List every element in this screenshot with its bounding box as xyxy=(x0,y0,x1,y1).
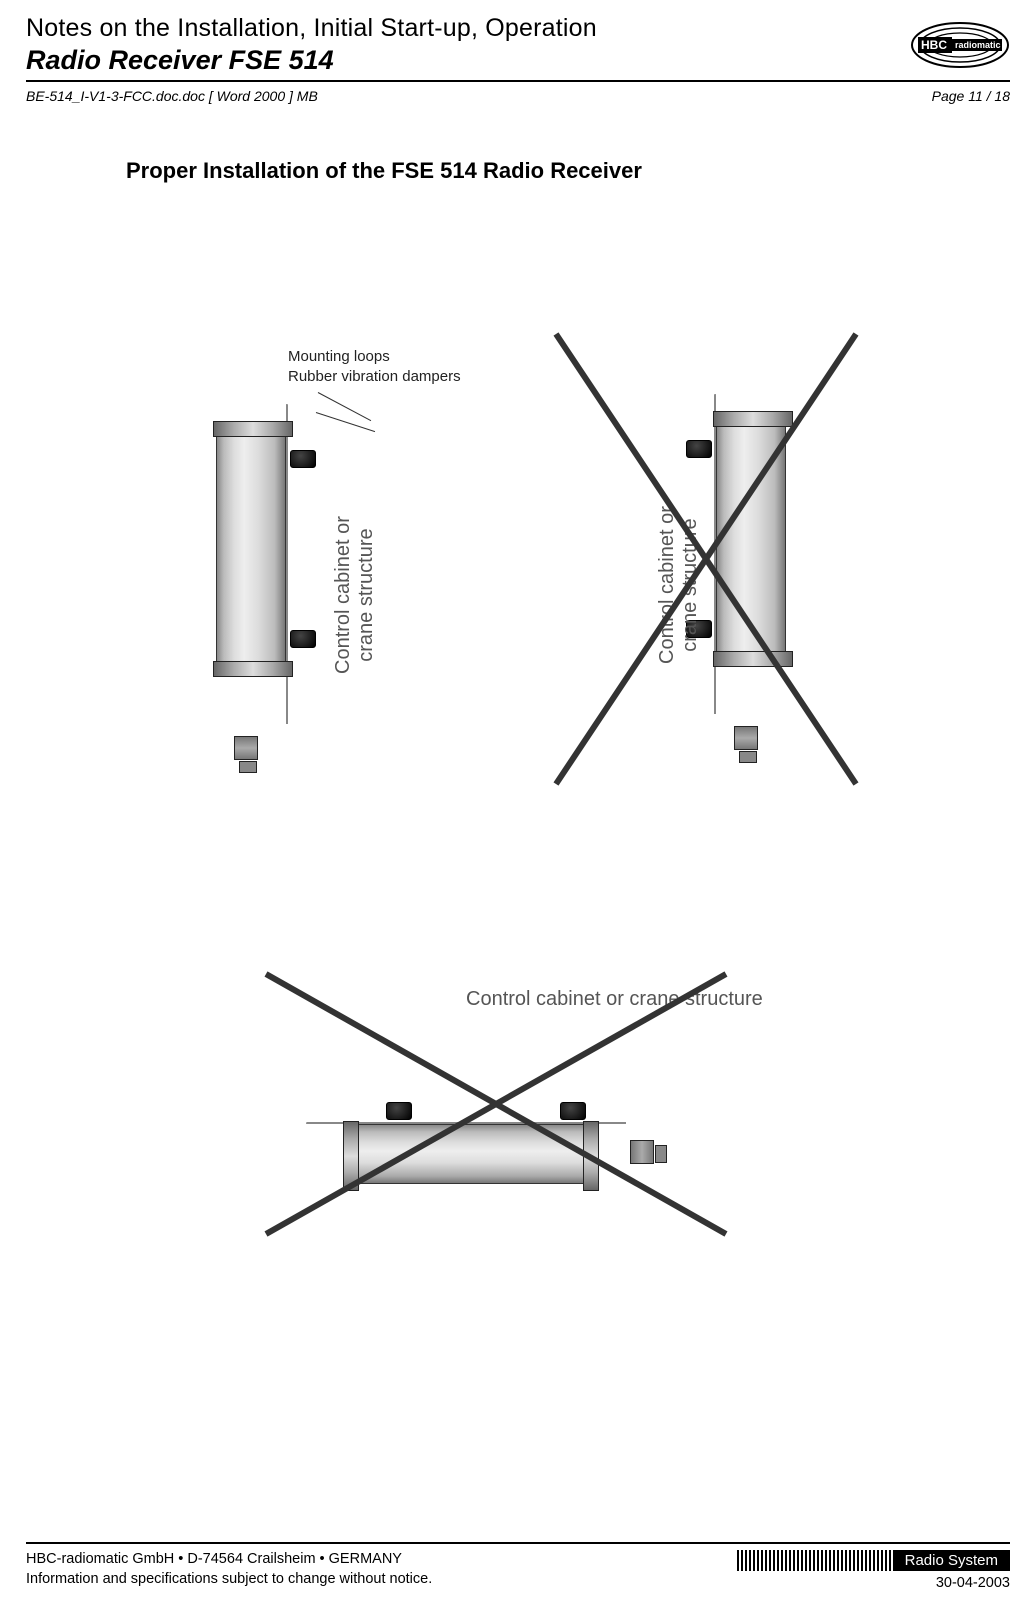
page-number: Page 11 / 18 xyxy=(932,88,1010,104)
page-header: Notes on the Installation, Initial Start… xyxy=(26,14,1010,82)
footer-date: 30-04-2003 xyxy=(936,1575,1010,1591)
header-line1: Notes on the Installation, Initial Start… xyxy=(26,14,1010,43)
page-footer: HBC-radiomatic GmbH • D-74564 Crailsheim… xyxy=(26,1542,1010,1591)
footer-notice: Information and specifications subject t… xyxy=(26,1570,432,1590)
receiver-device xyxy=(196,374,306,724)
label-mounting-loops: Mounting loops xyxy=(288,348,390,365)
label-vibration-dampers: Rubber vibration dampers xyxy=(288,368,461,385)
receiver-body xyxy=(216,434,286,664)
footer-company: HBC-radiomatic GmbH • D-74564 Crailsheim… xyxy=(26,1550,432,1570)
meta-row: BE-514_I-V1-3-FCC.doc.doc [ Word 2000 ] … xyxy=(26,88,1010,104)
svg-text:radiomatic: radiomatic xyxy=(955,40,1001,50)
footer-right: Radio System 30-04-2003 xyxy=(735,1550,1010,1591)
figure-wrong-flipped: Control cabinet or crane structure xyxy=(546,304,886,804)
cross-out-icon xyxy=(536,314,876,804)
footer-brand: Radio System xyxy=(735,1550,1010,1571)
damper-top xyxy=(290,450,316,468)
header-line2: Radio Receiver FSE 514 xyxy=(26,45,1010,76)
doc-ref: BE-514_I-V1-3-FCC.doc.doc [ Word 2000 ] … xyxy=(26,88,318,104)
cross-out-icon xyxy=(246,954,746,1254)
section-title: Proper Installation of the FSE 514 Radio… xyxy=(126,158,1010,184)
damper-bottom xyxy=(290,630,316,648)
figures-area: Mounting loops Rubber vibration dampers … xyxy=(26,244,1010,1444)
figure-correct: Mounting loops Rubber vibration dampers … xyxy=(156,344,456,764)
svg-text:HBC: HBC xyxy=(921,38,947,52)
label-structure: Control cabinet or crane structure xyxy=(332,516,378,674)
figure-wrong-horizontal: Control cabinet or crane structure xyxy=(206,944,766,1304)
footer-left: HBC-radiomatic GmbH • D-74564 Crailsheim… xyxy=(26,1550,432,1589)
hbc-logo-icon: HBC radiomatic xyxy=(910,20,1010,70)
connector xyxy=(234,736,258,760)
